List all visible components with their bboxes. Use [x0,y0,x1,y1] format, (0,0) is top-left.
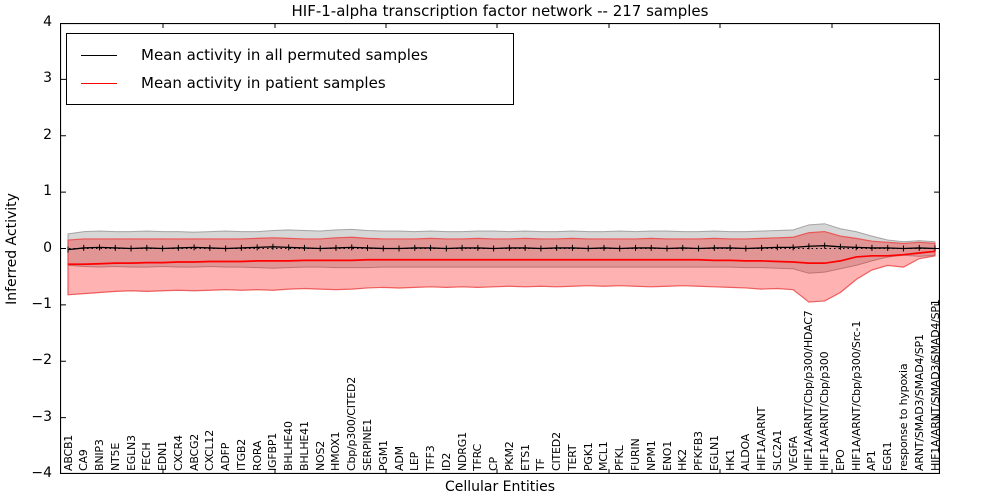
patient-line-icon [81,82,117,84]
x-tick-label: CA9 [77,449,91,471]
y-tick-label: −1 [31,295,52,312]
x-tick-label: NOS2 [313,440,327,471]
x-tick-label: HIF1A/ARNT/Cbp/p300/HDAC7 [802,310,816,472]
x-tick-label: HMOX1 [329,431,343,471]
x-tick-label: ABCG2 [187,433,201,471]
x-tick-label: ETS1 [518,444,532,471]
x-tick-label: SLC2A1 [770,429,784,471]
patient-mean-line [68,250,936,266]
x-tick-label: ARNT/SMAD3/SMAD4/SP1 [912,334,926,471]
x-tick-label: LEP [408,451,422,471]
x-axis-label: Cellular Entities [444,479,556,495]
y-tick-label: −4 [31,465,52,481]
x-tick-label: PGK1 [581,442,595,471]
x-tick-label: VEGFA [786,436,800,471]
x-tick-label: TFF3 [424,445,438,471]
legend: Mean activity in all permuted samples Me… [66,33,514,105]
x-tick-label: PFKL [613,445,627,471]
y-tick-label: 2 [43,126,52,143]
x-tick-label: CP [487,457,501,471]
x-tick-label: EDN1 [156,441,170,471]
chart-title: HIF-1-alpha transcription factor network… [291,2,709,20]
x-tick-label: EPO [833,449,847,471]
x-tick-label: FURIN [628,438,642,472]
x-tick-label: RORA [250,440,264,471]
x-tick-label: NT5E [108,442,122,471]
x-tick-label: ID2 [439,452,453,471]
x-tick-label: CXCL12 [203,429,217,471]
x-tick-label: ABCB1 [61,434,75,471]
x-tick-label: AP1 [865,450,879,471]
x-tick-label: PKM2 [502,441,516,471]
patient-band [67,230,936,303]
plot-frame [60,23,940,474]
x-tick-label: TERT [565,444,579,471]
x-tick-label: CXCR4 [171,435,185,471]
x-tick-label: Cbp/p300/CITED2 [345,376,359,471]
x-tick-label: EGLN1 [707,435,721,471]
y-tick-label: 3 [43,70,52,87]
x-tick-label: SERPINE1 [361,418,374,471]
permuted-mean-markers [67,242,936,253]
y-tick-label: −3 [31,408,52,425]
x-tick-label: ITGB2 [234,438,248,471]
x-tick-label: ENO1 [660,440,674,471]
x-tick-label: EGLN3 [124,435,138,471]
permuted-line-icon [81,54,117,56]
x-tick-label: EGR1 [881,441,895,471]
permuted-mean-line [67,245,936,251]
y-tick-label: 0 [43,239,52,256]
x-tick-label: NPM1 [644,440,658,471]
x-tick-label: MCL1 [597,441,611,472]
legend-label-permuted: Mean activity in all permuted samples [141,46,428,64]
x-tick-label: CITED2 [550,432,564,471]
legend-entry-permuted: Mean activity in all permuted samples [81,41,513,69]
plot-area [60,23,940,474]
x-tick-label: response to hypoxia [896,363,910,471]
x-tick-label: HIF1A/ARNT [755,406,769,471]
x-tick-label: HK1 [723,449,737,471]
y-tick-label: 4 [43,14,52,30]
x-tick-label: ADM [392,446,406,471]
x-tick-label: HIF1A/ARNT/Cbp/p300/Src-1 [849,320,863,471]
x-tick-label: BNIP3 [93,439,107,471]
x-tick-label: HIF1A/ARNT/Cbp/p300 [818,351,832,471]
legend-entry-patient: Mean activity in patient samples [81,69,513,97]
x-tick-label: PGM1 [376,440,390,471]
x-tick-label: FECH [140,442,154,471]
x-tick-label: ALDOA [739,433,753,471]
legend-label-patient: Mean activity in patient samples [141,74,386,92]
x-tick-label: TFRC [471,443,485,471]
x-tick-label: TF [534,458,548,471]
y-tick-label: −2 [31,352,52,369]
x-tick-label: HK2 [676,449,690,471]
x-tick-label: ADFP [219,442,233,471]
x-tick-label: HIF1A/ARNT/SMAD3/SMAD4/SP1 [928,299,942,471]
x-tick-label: BHLHE41 [297,421,311,471]
x-tick-label: BHLHE40 [282,421,296,471]
x-tick-label: NDRG1 [455,432,469,471]
x-tick-label: PFKFB3 [692,431,706,471]
axis-ticks [60,23,940,474]
y-tick-label: 1 [43,183,52,200]
x-tick-label: IGFBP1 [266,432,280,471]
